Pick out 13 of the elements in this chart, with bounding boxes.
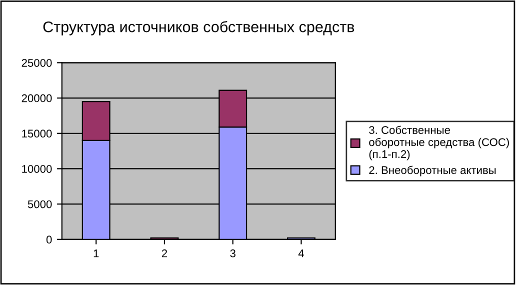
y-tick-label: 15000: [22, 130, 52, 138]
y-tick-label: 10000: [22, 164, 52, 173]
y-tick-label: 5000: [28, 200, 52, 208]
y-tick-label: 20000: [22, 94, 52, 102]
legend-label: 2. Внеоборотные активы: [369, 166, 496, 176]
x-tick-label: 2: [162, 249, 168, 258]
chart-title: Структура источников собственных средств: [43, 20, 354, 36]
legend-label: 3. Собственные оборотные средства (СОС) (п.1-п.2): [369, 126, 509, 160]
y-tick-label: 0: [46, 236, 52, 244]
x-tick-label: 4: [298, 250, 304, 258]
x-tick-label: 1: [94, 250, 99, 258]
y-tick-label: 25000: [22, 58, 52, 67]
x-tick-label: 3: [230, 249, 236, 258]
